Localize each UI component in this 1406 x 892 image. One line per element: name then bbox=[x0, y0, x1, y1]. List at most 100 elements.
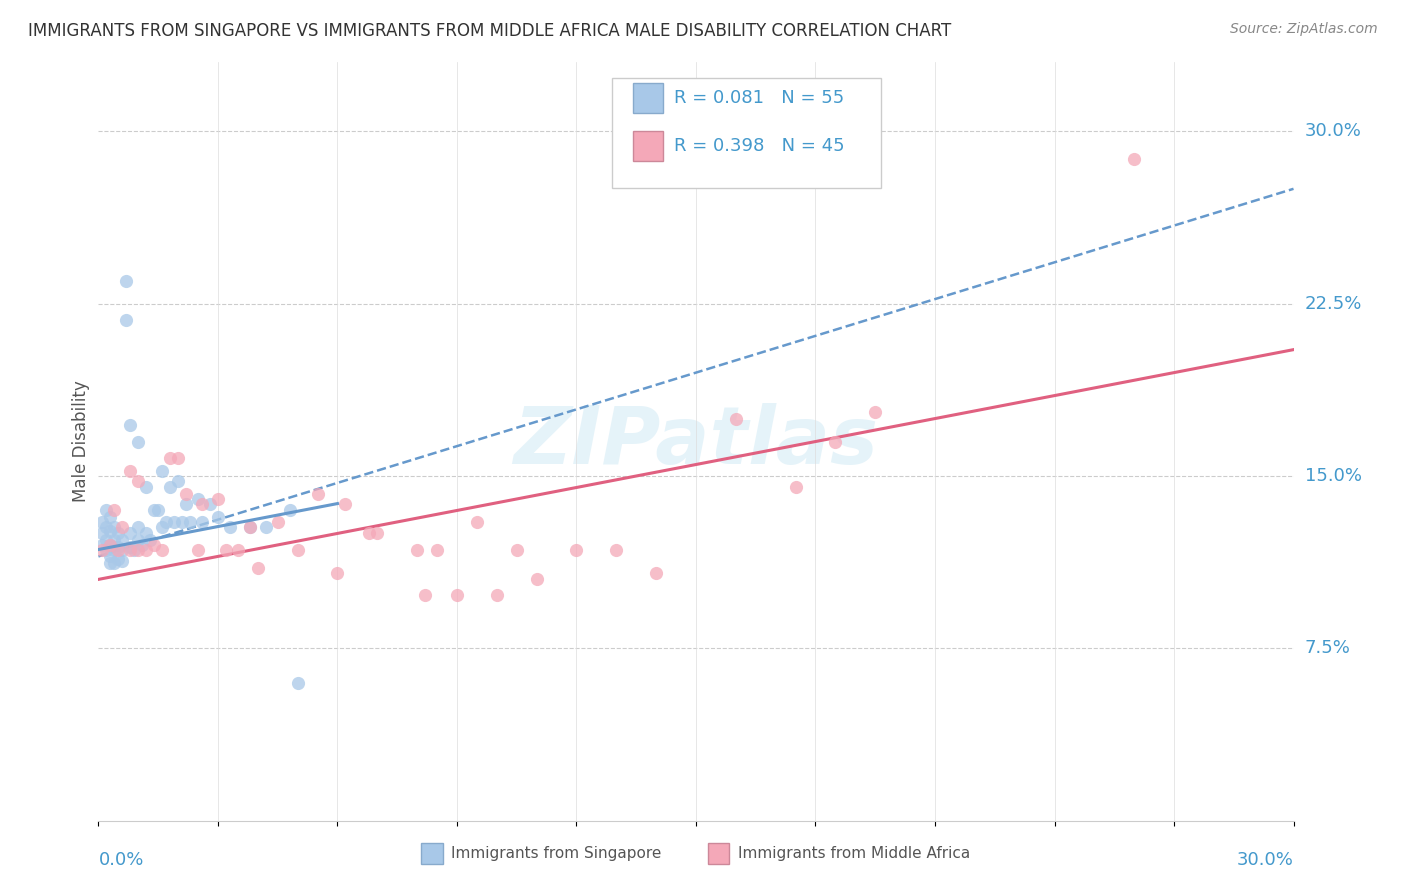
Point bbox=[465, 515, 488, 529]
Point bbox=[127, 474, 149, 488]
Point bbox=[111, 519, 134, 533]
Point bbox=[163, 515, 186, 529]
Text: 30.0%: 30.0% bbox=[1305, 122, 1361, 140]
Point bbox=[91, 538, 114, 552]
Point bbox=[645, 566, 668, 580]
Point bbox=[96, 542, 118, 557]
Point bbox=[605, 542, 627, 557]
Bar bbox=[633, 130, 662, 161]
Text: 30.0%: 30.0% bbox=[1237, 851, 1294, 869]
Text: R = 0.081   N = 55: R = 0.081 N = 55 bbox=[675, 89, 845, 107]
Point bbox=[120, 418, 142, 433]
Point bbox=[267, 515, 290, 529]
Point bbox=[127, 434, 149, 449]
Point bbox=[278, 503, 301, 517]
Point bbox=[865, 405, 887, 419]
Point bbox=[124, 542, 146, 557]
Point bbox=[174, 487, 197, 501]
Point bbox=[366, 526, 388, 541]
Point bbox=[239, 519, 262, 533]
Text: 0.0%: 0.0% bbox=[98, 851, 143, 869]
Point bbox=[1123, 152, 1146, 166]
Point bbox=[307, 487, 329, 501]
Point bbox=[96, 533, 118, 548]
Text: 15.0%: 15.0% bbox=[1305, 467, 1361, 485]
Text: IMMIGRANTS FROM SINGAPORE VS IMMIGRANTS FROM MIDDLE AFRICA MALE DISABILITY CORRE: IMMIGRANTS FROM SINGAPORE VS IMMIGRANTS … bbox=[28, 22, 952, 40]
Point bbox=[191, 497, 214, 511]
Text: R = 0.398   N = 45: R = 0.398 N = 45 bbox=[675, 136, 845, 155]
Point bbox=[335, 497, 357, 511]
Point bbox=[150, 464, 173, 478]
Text: Immigrants from Middle Africa: Immigrants from Middle Africa bbox=[738, 846, 970, 861]
Point bbox=[446, 589, 468, 603]
Point bbox=[254, 519, 277, 533]
Point bbox=[139, 533, 162, 548]
Point bbox=[413, 589, 436, 603]
Point bbox=[187, 542, 209, 557]
Point bbox=[131, 538, 153, 552]
Point bbox=[120, 464, 142, 478]
Point bbox=[207, 510, 229, 524]
Point bbox=[159, 450, 181, 465]
Point bbox=[107, 551, 129, 566]
Point bbox=[143, 538, 166, 552]
Point bbox=[98, 549, 122, 564]
Point bbox=[127, 519, 149, 533]
Point bbox=[172, 515, 194, 529]
Text: ZIPatlas: ZIPatlas bbox=[513, 402, 879, 481]
FancyBboxPatch shape bbox=[613, 78, 882, 187]
Point bbox=[103, 533, 125, 548]
Point bbox=[96, 519, 118, 533]
Point bbox=[239, 519, 262, 533]
Point bbox=[103, 542, 125, 557]
Point bbox=[143, 503, 166, 517]
Point bbox=[159, 481, 181, 495]
Point bbox=[287, 675, 309, 690]
Point bbox=[191, 515, 214, 529]
Point bbox=[107, 526, 129, 541]
Point bbox=[219, 519, 242, 533]
Y-axis label: Male Disability: Male Disability bbox=[72, 381, 90, 502]
Point bbox=[215, 542, 238, 557]
Point bbox=[179, 515, 201, 529]
Point bbox=[150, 542, 173, 557]
Point bbox=[127, 533, 149, 548]
Point bbox=[120, 526, 142, 541]
Point bbox=[565, 542, 588, 557]
Text: 7.5%: 7.5% bbox=[1305, 640, 1351, 657]
Point bbox=[167, 450, 190, 465]
Point bbox=[127, 542, 149, 557]
Point bbox=[98, 510, 122, 524]
Point bbox=[98, 538, 122, 552]
Point bbox=[120, 540, 142, 554]
Point bbox=[207, 491, 229, 506]
Point bbox=[824, 434, 846, 449]
Point bbox=[135, 526, 157, 541]
Point bbox=[326, 566, 349, 580]
Point bbox=[359, 526, 381, 541]
Point bbox=[103, 503, 125, 517]
Point bbox=[98, 557, 122, 571]
Point bbox=[91, 542, 114, 557]
Point bbox=[120, 542, 142, 557]
Point bbox=[246, 561, 269, 575]
Bar bbox=[422, 843, 443, 863]
Text: Immigrants from Singapore: Immigrants from Singapore bbox=[451, 846, 661, 861]
Point bbox=[115, 274, 138, 288]
Point bbox=[98, 524, 122, 538]
Point bbox=[506, 542, 529, 557]
Point bbox=[103, 519, 125, 533]
Bar bbox=[709, 843, 730, 863]
Point bbox=[96, 503, 118, 517]
Point bbox=[187, 491, 209, 506]
Point bbox=[107, 540, 129, 554]
Text: Source: ZipAtlas.com: Source: ZipAtlas.com bbox=[1230, 22, 1378, 37]
Point bbox=[91, 515, 114, 529]
Point bbox=[111, 554, 134, 568]
Point bbox=[167, 474, 190, 488]
Point bbox=[226, 542, 249, 557]
Point bbox=[724, 411, 747, 425]
Point bbox=[174, 497, 197, 511]
Point bbox=[98, 538, 122, 552]
Point bbox=[148, 503, 170, 517]
